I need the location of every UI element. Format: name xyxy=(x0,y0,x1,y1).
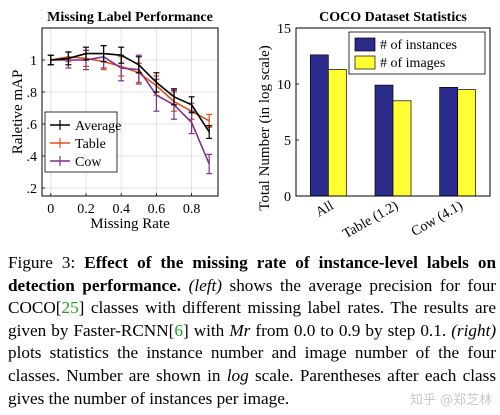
legend-swatch xyxy=(354,37,376,52)
y-axis-label: Total Number (in log scale) xyxy=(257,45,273,211)
y-tick-label: .2 xyxy=(27,182,38,197)
legend-label: # of images xyxy=(380,56,445,71)
caption-text-6: scale. Parentheses after each class give… xyxy=(8,365,497,408)
caption-bold-title: Effect of the missing rate of instance-l… xyxy=(8,253,496,295)
left-chart-title: Missing Label Performance xyxy=(47,10,213,25)
x-tick-label: 0 xyxy=(47,202,54,217)
category-label: All xyxy=(313,198,336,220)
legend-swatch xyxy=(354,55,376,70)
y-tick-label: .6 xyxy=(27,118,38,133)
caption-math-mr: Mr xyxy=(229,320,251,340)
y-tick-label: 0 xyxy=(284,190,291,205)
figure-label: Figure 3: xyxy=(8,253,76,272)
y-tick-label: 15 xyxy=(277,22,291,37)
y-tick-label: 1 xyxy=(30,54,37,69)
missing-label-performance-chart: Missing Label Performance .2 .4 .6 .8 1 0 0.2 0.… xyxy=(10,10,219,232)
right-chart-title: COCO Dataset Statistics xyxy=(319,10,467,25)
right-legend: # of instances # of images xyxy=(348,31,486,75)
x-axis-label: Missing Rate xyxy=(90,216,170,232)
caption-text-3: ] with xyxy=(182,320,225,340)
citation-link-frcnn[interactable]: 6 xyxy=(174,320,183,340)
bar-instances xyxy=(439,87,459,197)
left-plot-frame xyxy=(41,27,219,197)
bar-instances xyxy=(309,54,329,197)
caption-left-tag: (left) xyxy=(188,275,223,295)
bar-images xyxy=(327,69,347,197)
citation-link-coco[interactable]: 25 xyxy=(61,298,79,318)
caption-text-2: ] classes with different missing label r… xyxy=(8,298,496,340)
caption-text-1: shows the average precision for four COC… xyxy=(8,275,497,318)
bar-images xyxy=(392,100,412,197)
legend-label: Table xyxy=(75,137,106,152)
series-line-table xyxy=(50,55,210,122)
legend-label: # of instances xyxy=(380,38,457,53)
y-tick-label: .4 xyxy=(27,150,38,165)
right-plot-frame xyxy=(295,27,491,197)
y-axis-label: Raletive mAP xyxy=(10,70,26,155)
figure-caption: Figure 3: Effect of the missing rate of … xyxy=(8,252,496,410)
caption-text-4: from 0.0 to 0.9 by step 0.1. xyxy=(255,320,447,340)
y-tick-label: 10 xyxy=(277,78,291,93)
category-label: Cow (4.1) xyxy=(409,198,466,240)
caption-math-log: log xyxy=(226,365,249,385)
bar-instances xyxy=(374,84,394,197)
series-line-cow xyxy=(50,55,210,165)
watermark: 知乎 @郑芝林 xyxy=(409,393,492,408)
legend-box xyxy=(44,111,118,173)
y-tick-label: .8 xyxy=(27,86,38,101)
legend-label: Cow xyxy=(75,155,102,170)
x-tick-label: 0.2 xyxy=(77,202,95,217)
caption-right-tag: (right) xyxy=(451,320,497,340)
caption-text-5: plots statistics the instance number and… xyxy=(8,343,496,385)
x-tick-label: 0.6 xyxy=(148,202,166,217)
category-label: Table (1.2) xyxy=(340,198,401,242)
coco-dataset-statistics-chart: COCO Dataset Statistics 0 5 10 15 Total Numbe… xyxy=(257,10,491,242)
x-tick-label: 0.4 xyxy=(112,202,130,217)
series-line-average xyxy=(50,52,210,133)
left-legend: Average Table Cow xyxy=(44,111,121,173)
bar-images xyxy=(457,89,477,197)
legend-label: Average xyxy=(75,119,121,134)
y-tick-label: 5 xyxy=(284,134,291,149)
x-tick-label: 0.8 xyxy=(183,202,201,217)
